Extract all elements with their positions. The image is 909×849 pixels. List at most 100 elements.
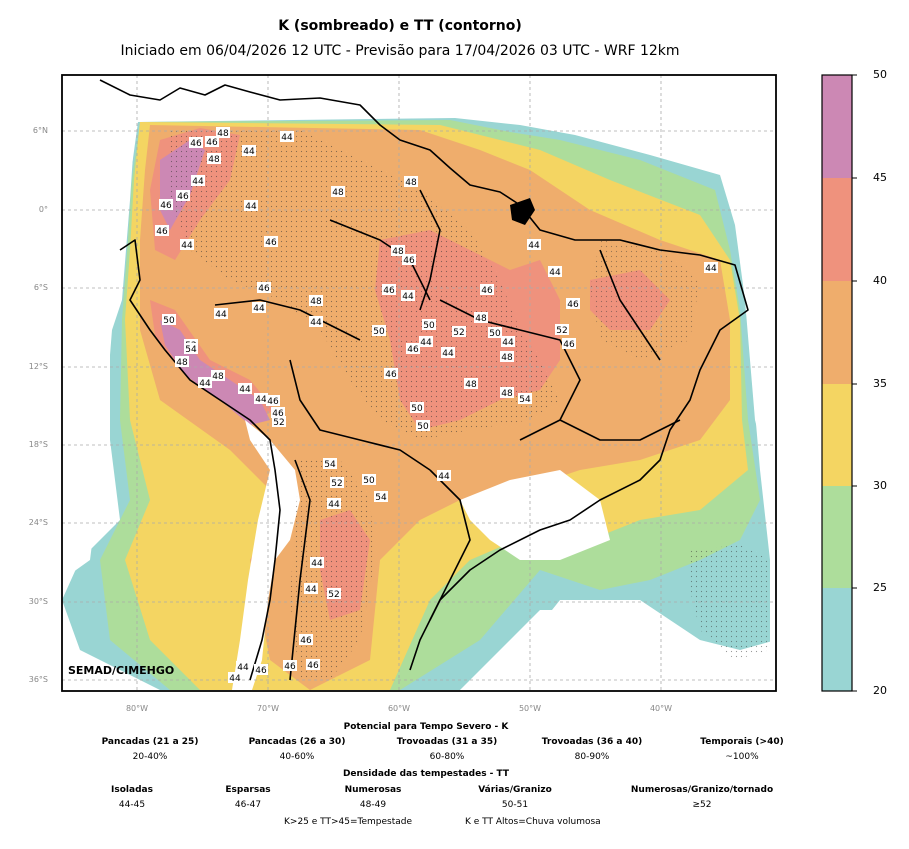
contour-label-bg xyxy=(327,498,341,509)
tt-legend-item: Esparsas 46-47 xyxy=(168,785,328,810)
map-frame xyxy=(61,74,777,692)
contour-label: 44 xyxy=(252,302,266,314)
contour-label: 44 xyxy=(501,336,515,348)
contour-label-text: 46 xyxy=(563,340,575,350)
lon-tick: 60°W xyxy=(387,704,411,713)
colorbar-segment-40-45 xyxy=(822,178,852,281)
contour-label-bg xyxy=(474,312,488,323)
k-legend-label: Temporais (>40) xyxy=(700,737,784,747)
contour-label-text: 46 xyxy=(265,238,277,248)
west-coast xyxy=(119,239,281,681)
contour-label: 48 xyxy=(309,295,323,307)
contour-label-text: 46 xyxy=(300,636,312,646)
contour-label-bg xyxy=(228,672,242,683)
tt-legend-value: ≥52 xyxy=(692,800,712,810)
contour-label: 50 xyxy=(488,327,502,339)
contour-label-text: 48 xyxy=(310,297,322,307)
colorbar xyxy=(821,74,857,692)
contour-label: 44 xyxy=(401,290,415,302)
colorbar-tick: 45 xyxy=(873,171,887,184)
lat-tick: 24°S xyxy=(28,518,48,527)
contour-label-bg xyxy=(271,407,285,418)
contour-label: 52 xyxy=(330,477,344,489)
contour-label-bg xyxy=(244,200,258,211)
contour-label-text: 44 xyxy=(253,304,265,314)
border-bahia xyxy=(559,419,681,441)
shading-layer xyxy=(62,75,776,691)
k-legend-item: Trovoadas (31 a 35) 60-80% xyxy=(367,737,527,762)
k-legend-value: 20-40% xyxy=(132,752,168,762)
contour-label-text: 50 xyxy=(373,327,385,337)
contour-label-text: 44 xyxy=(438,472,450,482)
contour-label-text: 54 xyxy=(519,395,531,405)
contour-label: 44 xyxy=(304,583,318,595)
border-andes-south xyxy=(289,459,311,681)
contour-label-bg xyxy=(175,356,189,367)
contour-label-bg xyxy=(159,199,173,210)
contour-label-text: 54 xyxy=(375,493,387,503)
lat-tick: 18°S xyxy=(28,440,48,449)
contour-label-text: 48 xyxy=(176,358,188,368)
contour-label: 44 xyxy=(244,200,258,212)
contour-label-text: 48 xyxy=(501,389,513,399)
contour-label: 46 xyxy=(205,136,219,148)
contour-label-bg xyxy=(419,336,433,347)
contour-label: 54 xyxy=(323,458,337,470)
tt-dotted-south xyxy=(290,460,375,680)
tt-legend-heading: Densidade das tempestades - TT xyxy=(342,769,510,779)
colorbar-tick: 20 xyxy=(873,684,887,697)
contour-label-bg xyxy=(176,190,190,201)
contour-label-bg xyxy=(304,583,318,594)
contour-label: 50 xyxy=(362,474,376,486)
contour-label: 44 xyxy=(214,308,228,320)
contour-label-text: 50 xyxy=(411,404,423,414)
tt-legend-label: Numerosas xyxy=(344,785,402,795)
contour-label: 44 xyxy=(441,347,455,359)
colorbar-tick: 35 xyxy=(873,377,887,390)
contour-label: 48 xyxy=(500,351,514,363)
contour-label-text: 52 xyxy=(273,418,284,428)
contour-label-bg xyxy=(257,282,271,293)
k-legend-value: 60-80% xyxy=(429,752,465,762)
contour-label-text: 46 xyxy=(383,286,395,296)
contour-label: 48 xyxy=(404,176,418,188)
contour-label: 44 xyxy=(327,498,341,510)
contour-label-bg xyxy=(211,370,225,381)
contour-label-bg xyxy=(162,314,176,325)
contour-label: 50 xyxy=(410,402,424,414)
contour-label: 46 xyxy=(264,236,278,248)
contour-label-bg xyxy=(401,290,415,301)
contour-label-text: 52 xyxy=(331,479,342,489)
contour-label-text: 48 xyxy=(332,188,344,198)
contour-label-bg xyxy=(374,491,388,502)
k-legend-value: 80-90% xyxy=(574,752,610,762)
contour-label-bg xyxy=(480,284,494,295)
contour-label-text: 52 xyxy=(556,326,567,336)
contour-label-bg xyxy=(155,225,169,236)
contour-label-text: 44 xyxy=(229,674,241,684)
border-para xyxy=(419,189,441,311)
contour-label-text: 52 xyxy=(328,590,339,600)
k-legend-label: Trovoadas (36 a 40) xyxy=(541,737,643,747)
contour-label-text: 54 xyxy=(185,345,197,355)
tt-legend-value: 48-49 xyxy=(359,800,387,810)
contour-label-text: 44 xyxy=(310,318,322,328)
contour-label: 44 xyxy=(437,470,451,482)
tt-legend-item: Isoladas 44-45 xyxy=(52,785,212,810)
tt-legend-value: 50-51 xyxy=(501,800,529,810)
contour-label: 44 xyxy=(228,672,242,684)
contour-label-text: 48 xyxy=(405,178,417,188)
k-legend-value: 40-60% xyxy=(279,752,315,762)
contour-label-text: 44 xyxy=(305,585,317,595)
contour-label-text: 46 xyxy=(385,370,397,380)
colorbar-segment-45-50 xyxy=(822,75,852,178)
contour-label-text: 46 xyxy=(156,227,168,237)
contour-label-bg xyxy=(391,245,405,256)
contour-label: 46 xyxy=(299,634,313,646)
k-legend-heading: Potencial para Tempo Severo - K xyxy=(343,722,509,732)
colorbar-segment-20-25 xyxy=(822,588,852,691)
contour-label: 44 xyxy=(310,557,324,569)
contour-label: 46 xyxy=(566,298,580,310)
contour-label-bg xyxy=(327,588,341,599)
contour-label-bg xyxy=(416,420,430,431)
